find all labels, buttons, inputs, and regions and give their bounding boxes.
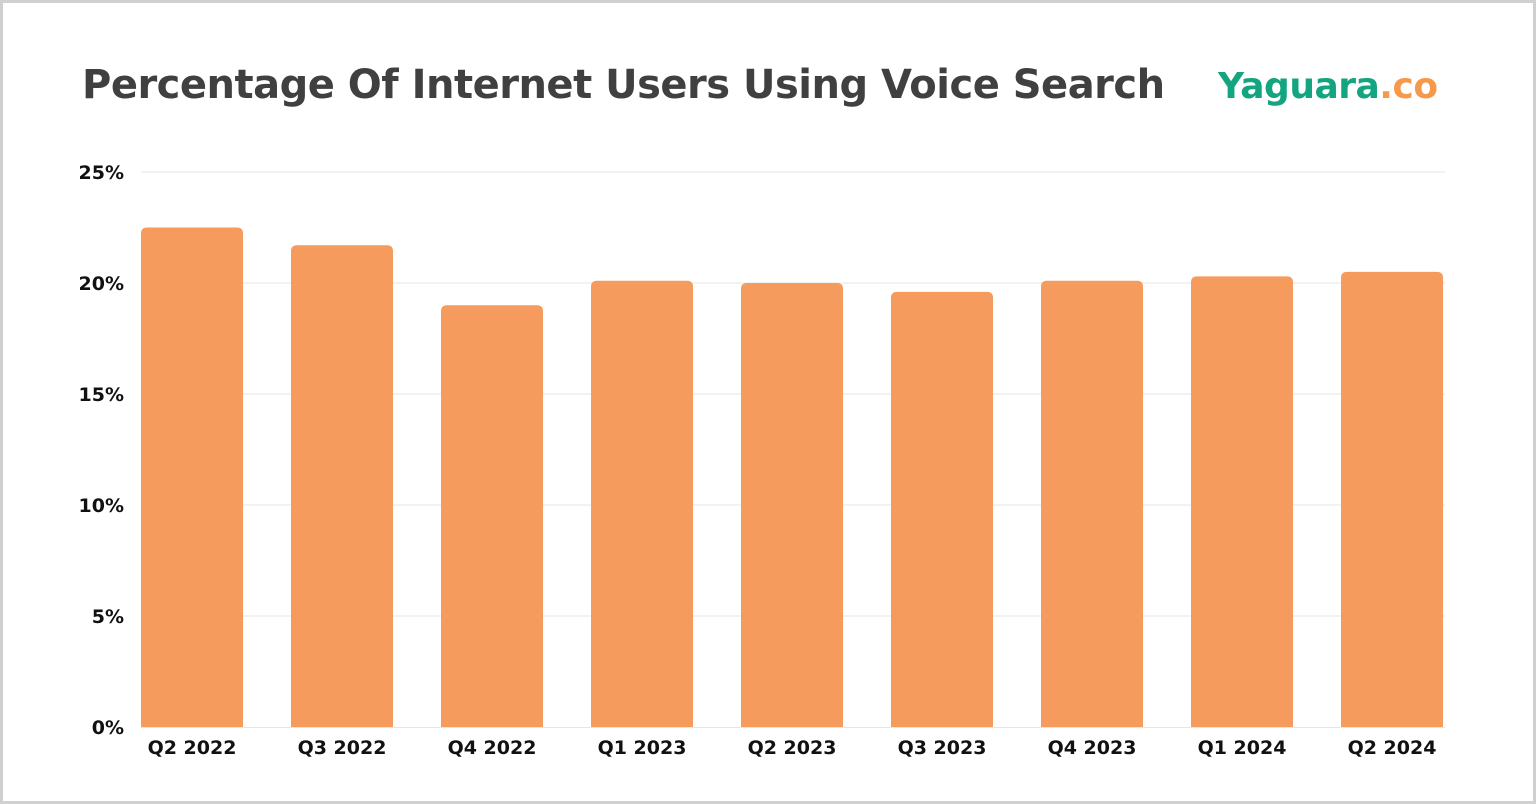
- x-tick-label: Q2 2024: [1348, 737, 1437, 759]
- x-tick-label: Q1 2023: [598, 737, 687, 759]
- logo-main: Yaguara: [1218, 66, 1380, 107]
- bar: [741, 283, 843, 727]
- y-tick-label: 15%: [79, 384, 124, 406]
- logo-suffix: .co: [1379, 66, 1438, 107]
- bar: [891, 291, 993, 727]
- bar: [141, 227, 243, 727]
- bar: [591, 280, 693, 727]
- y-tick-label: 10%: [79, 495, 124, 517]
- x-tick-label: Q3 2023: [898, 737, 987, 759]
- bar: [291, 245, 393, 727]
- y-tick-label: 20%: [79, 273, 124, 295]
- x-tick-label: Q2 2022: [148, 737, 237, 759]
- bar: [441, 305, 543, 727]
- x-tick-label: Q1 2024: [1198, 737, 1287, 759]
- x-tick-label: Q4 2022: [448, 737, 537, 759]
- x-tick-label: Q2 2023: [748, 737, 837, 759]
- x-tick-label: Q3 2022: [298, 737, 387, 759]
- y-tick-label: 0%: [92, 717, 124, 739]
- chart-title: Percentage Of Internet Users Using Voice…: [82, 62, 1165, 108]
- bar: [1341, 271, 1443, 727]
- logo: Yaguara.co: [1218, 66, 1438, 107]
- x-tick-label: Q4 2023: [1048, 737, 1137, 759]
- y-tick-label: 5%: [92, 606, 124, 628]
- bar: [1041, 280, 1143, 727]
- bar: [1191, 276, 1293, 727]
- y-tick-label: 25%: [79, 162, 124, 184]
